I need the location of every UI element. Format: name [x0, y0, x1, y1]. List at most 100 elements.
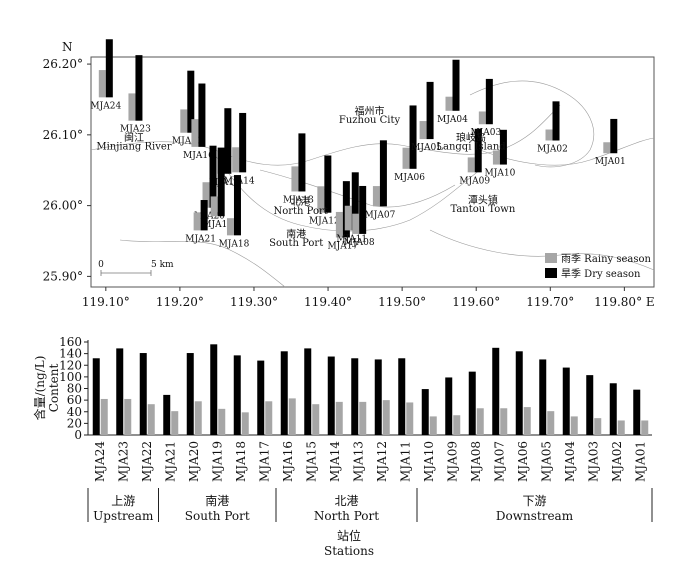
map-bar-rainy-mja08 [352, 213, 360, 234]
map-bar-dry-mja22 [187, 70, 195, 133]
bar-dry-mja04 [562, 367, 570, 435]
map-bar-dry-mja18 [233, 175, 241, 236]
bar-dry-mja10 [421, 389, 429, 435]
legend-label-rainy: 雨季 Rainy season [561, 253, 652, 265]
place-label: Tantou Town [450, 204, 515, 215]
group-label-cn: 上游 [111, 494, 135, 508]
legend-swatch-rainy [545, 253, 557, 263]
bar-category-label: MJA20 [187, 441, 201, 482]
bar-y-label-en: Content [47, 364, 61, 413]
bar-dry-mja06 [515, 351, 523, 435]
group-label-cn: 南港 [205, 493, 229, 508]
map-bar-rainy-mja01 [603, 142, 611, 154]
bar-y-tick-label: 100 [59, 370, 82, 384]
map-station-label: MJA01 [595, 157, 626, 167]
group-label-en: Upstream [93, 509, 154, 523]
map-bar-dry-mja23 [135, 55, 143, 121]
legend-label-dry: 旱季 Dry season [561, 268, 641, 280]
bar-rainy-mja07 [500, 408, 508, 435]
bar-dry-mja16 [280, 351, 288, 435]
bar-rainy-mja15 [312, 404, 320, 435]
map-y-tick-label: 26.00° [43, 199, 83, 213]
bar-y-tick-label: 160 [59, 335, 82, 349]
place-label: 琅岐岛 [456, 131, 486, 144]
map-bar-rainy-mja12 [317, 186, 325, 213]
map-bar-rainy-mja21 [193, 212, 201, 231]
place-label: 福州市 [355, 104, 385, 117]
bar-dry-mja15 [304, 348, 312, 435]
map-panel: 119.10° 119.20° 119.30° 119.40° 119.50° 119.6… [43, 39, 655, 309]
map-station-label: MJA20 [194, 212, 225, 222]
river-outline [429, 229, 655, 271]
bar-rainy-mja23 [124, 398, 132, 435]
map-bar-rainy-mja13 [291, 166, 299, 192]
map-bar-dry-mja02 [552, 101, 560, 141]
bar-rainy-mja17 [265, 401, 273, 435]
bar-rainy-mja14 [335, 401, 343, 435]
place-label: Fuzhou City [339, 115, 401, 126]
bar-dry-mja07 [492, 347, 500, 435]
map-station-label: MJA09 [459, 176, 490, 186]
place-label: North Port [273, 206, 327, 217]
bar-category-label: MJA01 [633, 441, 647, 482]
bar-category-label: MJA22 [140, 441, 154, 482]
map-bar-dry-mja04 [452, 59, 460, 111]
bar-category-label: MJA21 [163, 441, 177, 482]
bar-rainy-mja03 [594, 418, 602, 435]
bar-dry-mja20 [186, 353, 194, 435]
bar-rainy-mja02 [617, 420, 625, 435]
bar-x-label-en: Stations [324, 544, 374, 558]
group-label-cn: 下游 [522, 494, 546, 508]
map-bar-dry-mja11 [351, 172, 359, 231]
bar-dry-mja24 [92, 358, 100, 435]
map-bar-rainy-mja06 [402, 147, 410, 169]
bar-dry-mja02 [609, 383, 617, 435]
map-bar-dry-mja20 [209, 145, 217, 208]
river-outline [469, 80, 594, 168]
bar-category-label: MJA13 [351, 441, 365, 482]
map-station-label: MJA19 [202, 220, 233, 230]
map-bar-dry-mja01 [610, 118, 618, 154]
bar-y-tick-label: 80 [67, 382, 82, 396]
bar-y-tick-label: 0 [74, 428, 82, 442]
map-station-label: MJA13 [283, 195, 314, 205]
bar-category-label: MJA19 [210, 441, 224, 482]
map-station-label: MJA21 [185, 234, 216, 244]
map-x-tick-label: 119.50° [378, 295, 426, 309]
bar-rainy-mja11 [406, 402, 414, 435]
bar-dry-mja21 [163, 394, 171, 435]
map-bar-rainy-mja07 [372, 186, 380, 207]
bar-dry-mja19 [210, 344, 218, 435]
bar-category-label: MJA15 [304, 441, 318, 482]
map-bar-dry-mja24 [105, 39, 113, 98]
bar-category-label: MJA24 [93, 441, 107, 482]
bar-dry-mja18 [233, 355, 241, 435]
bar-rainy-mja08 [476, 408, 484, 435]
map-bar-dry-mja15 [224, 108, 232, 174]
bar-rainy-mja20 [194, 401, 202, 435]
bar-rainy-mja13 [359, 401, 367, 435]
bar-category-label: MJA05 [539, 441, 553, 482]
bar-category-label: MJA16 [281, 441, 295, 482]
map-bar-dry-mja16 [198, 83, 206, 147]
map-station-label: MJA12 [309, 217, 340, 227]
bar-category-label: MJA08 [469, 441, 483, 482]
map-station-label: MJA05 [411, 143, 442, 153]
map-bar-rainy-mja03 [478, 111, 486, 125]
map-x-tick-label: 119.40° [304, 295, 352, 309]
bar-dry-mja11 [398, 358, 406, 435]
bar-y-tick-label: 60 [67, 393, 82, 407]
map-y-tick-label: 25.90° [43, 269, 83, 283]
map-bar-rainy-mja23 [128, 93, 136, 121]
bar-category-label: MJA02 [610, 441, 624, 482]
map-station-label: MJA08 [344, 238, 375, 248]
bar-dry-mja14 [327, 356, 335, 435]
bar-dry-mja09 [445, 377, 453, 435]
map-x-tick-label: 119.30° [230, 295, 278, 309]
map-bar-rainy-mja11 [344, 205, 352, 231]
bar-rainy-mja24 [100, 398, 108, 435]
map-bar-dry-mja10 [499, 129, 507, 165]
map-station-label: MJA03 [470, 128, 501, 138]
